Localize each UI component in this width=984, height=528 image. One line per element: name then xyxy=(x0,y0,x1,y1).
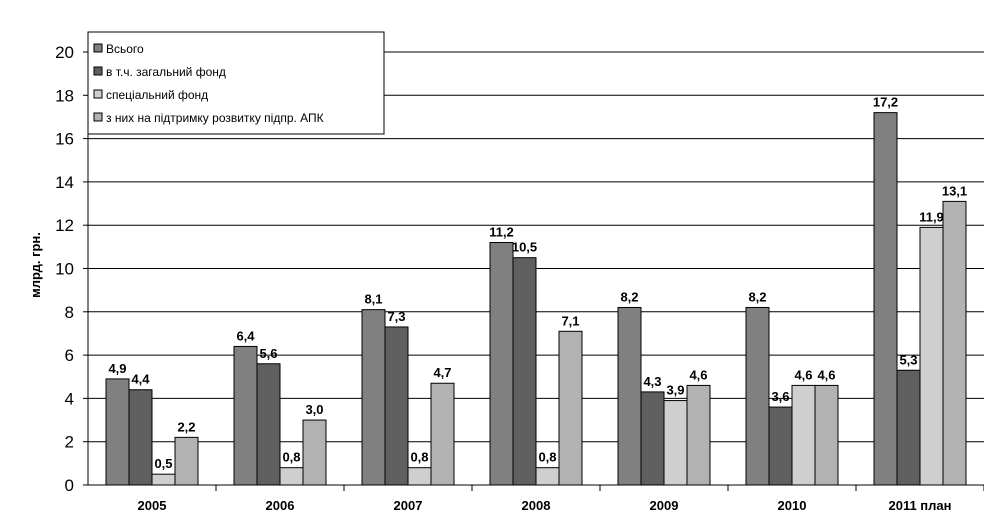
data-label: 8,2 xyxy=(620,289,638,304)
legend-swatch xyxy=(93,89,103,99)
data-label: 11,9 xyxy=(919,209,944,224)
bar xyxy=(279,467,304,486)
data-label: 0,5 xyxy=(154,456,172,471)
bar xyxy=(105,378,130,486)
x-tick-label: 2008 xyxy=(522,498,551,513)
y-tick-label: 2 xyxy=(65,433,74,452)
data-label: 13,1 xyxy=(942,183,967,198)
bar xyxy=(535,467,560,486)
y-tick-label: 8 xyxy=(65,303,74,322)
bar xyxy=(489,242,514,486)
bars xyxy=(105,112,967,486)
legend: Всього в т.ч. загальний фонд спеціальний ф… xyxy=(87,31,385,135)
data-label: 17,2 xyxy=(873,95,898,110)
y-axis-title: млрд. грн. xyxy=(28,232,43,298)
data-label: 4,9 xyxy=(108,361,126,376)
data-label: 8,2 xyxy=(748,289,766,304)
y-tick-label: 12 xyxy=(55,216,74,235)
bar xyxy=(512,257,537,486)
bar xyxy=(617,306,642,486)
y-tick-label: 10 xyxy=(55,260,74,279)
data-labels: 4,9 4,4 0,5 2,2 6,4 5,6 0,8 3,0 8,1 7,3 0,8 4,7 11,2… xyxy=(108,95,967,472)
bar xyxy=(558,330,583,486)
data-label: 0,8 xyxy=(410,450,428,465)
x-tick-label: 2010 xyxy=(778,498,807,513)
data-label: 7,1 xyxy=(561,313,579,328)
bar xyxy=(663,400,688,486)
y-tick-label: 0 xyxy=(65,476,74,495)
x-tick-label: 2005 xyxy=(138,498,167,513)
data-label: 3,9 xyxy=(666,383,684,398)
x-tick-label: 2007 xyxy=(394,498,423,513)
data-label: 3,6 xyxy=(771,389,789,404)
x-tick-label: 2009 xyxy=(650,498,679,513)
bar xyxy=(814,384,839,486)
x-tick-label: 2011 план xyxy=(888,498,951,513)
data-label: 4,7 xyxy=(433,365,451,380)
bar xyxy=(686,384,711,486)
bar xyxy=(896,369,921,486)
legend-label: спеціальний фонд xyxy=(106,88,208,102)
y-tick-label: 6 xyxy=(65,346,74,365)
bar xyxy=(256,363,281,486)
legend-label: в т.ч. загальний фонд xyxy=(106,65,226,79)
bar xyxy=(128,389,153,486)
data-label: 4,4 xyxy=(131,372,150,387)
data-label: 5,6 xyxy=(259,346,277,361)
data-label: 8,1 xyxy=(364,292,382,307)
y-tick-label: 4 xyxy=(65,389,74,408)
data-label: 0,8 xyxy=(538,450,556,465)
y-tick-label: 20 xyxy=(55,43,74,62)
data-label: 11,2 xyxy=(489,225,514,240)
bar xyxy=(791,384,816,486)
data-label: 5,3 xyxy=(899,352,917,367)
bar xyxy=(407,467,432,486)
bar xyxy=(174,436,199,486)
data-label: 2,2 xyxy=(177,419,195,434)
data-label: 4,6 xyxy=(794,367,812,382)
data-label: 0,8 xyxy=(282,450,300,465)
data-label: 7,3 xyxy=(387,309,405,324)
bar xyxy=(233,345,258,486)
bar xyxy=(919,226,944,486)
data-label: 4,3 xyxy=(643,374,661,389)
bar xyxy=(302,419,327,486)
data-label: 4,6 xyxy=(817,367,835,382)
bar xyxy=(640,391,665,486)
legend-box xyxy=(87,31,385,135)
data-label: 10,5 xyxy=(512,240,537,255)
legend-swatch xyxy=(93,43,103,53)
y-tick-label: 18 xyxy=(55,86,74,105)
x-tick-label: 2006 xyxy=(266,498,295,513)
data-label: 4,6 xyxy=(689,367,707,382)
bar xyxy=(384,326,409,486)
legend-swatch xyxy=(93,66,103,76)
bar xyxy=(151,473,176,486)
legend-label: Всього xyxy=(106,42,144,56)
bar xyxy=(430,382,455,486)
legend-label: з них на підтримку розвитку підпр. АПК xyxy=(106,111,324,125)
bar xyxy=(745,306,770,486)
bar xyxy=(361,309,386,486)
data-label: 6,4 xyxy=(236,328,255,343)
y-tick-label: 14 xyxy=(55,173,74,192)
bar xyxy=(768,406,793,486)
legend-swatch xyxy=(93,112,103,122)
data-label: 3,0 xyxy=(305,402,323,417)
axes: 0 2 4 6 8 10 12 14 16 18 20 2005 2006 2007 2008 2009 201… xyxy=(55,43,984,513)
bar xyxy=(873,112,898,486)
y-tick-label: 16 xyxy=(55,130,74,149)
bar xyxy=(942,200,967,486)
